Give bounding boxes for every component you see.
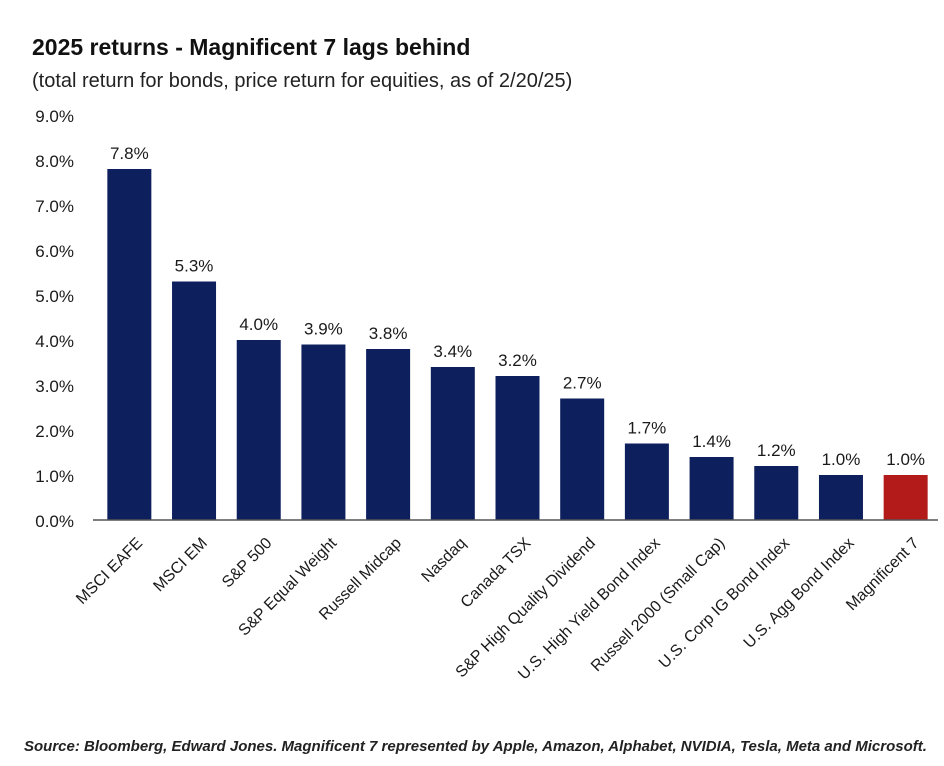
bar xyxy=(107,169,152,520)
bar xyxy=(495,376,540,520)
y-tick-label: 7.0% xyxy=(35,197,74,216)
data-label: 4.0% xyxy=(239,315,278,334)
x-category-label: MSCI EAFE xyxy=(73,535,146,608)
bar xyxy=(430,367,475,520)
y-tick-label: 4.0% xyxy=(35,332,74,351)
data-label: 1.0% xyxy=(886,450,925,469)
x-category-label: S&P High Quality Dividend xyxy=(453,535,599,681)
x-category-label: MSCI EM xyxy=(150,535,210,595)
data-label: 1.7% xyxy=(628,419,667,438)
x-category-label: S&P 500 xyxy=(219,535,276,592)
bar xyxy=(172,281,217,520)
y-tick-label: 6.0% xyxy=(35,242,74,261)
bar xyxy=(624,443,669,520)
y-tick-label: 0.0% xyxy=(35,512,74,531)
data-label: 1.0% xyxy=(822,450,861,469)
bar xyxy=(236,340,281,520)
data-label: 1.2% xyxy=(757,441,796,460)
bar xyxy=(560,398,605,520)
chart-title: 2025 returns - Magnificent 7 lags behind xyxy=(32,34,471,60)
x-category-label: Nasdaq xyxy=(419,535,470,586)
source-note: Source: Bloomberg, Edward Jones. Magnifi… xyxy=(24,738,927,755)
bar xyxy=(754,466,799,520)
data-label: 3.8% xyxy=(369,324,408,343)
y-tick-label: 1.0% xyxy=(35,467,74,486)
data-label: 1.4% xyxy=(692,432,731,451)
x-category-label: U.S. Corp IG Bond Index xyxy=(656,535,793,672)
x-category-label: U.S. Agg Bond Index xyxy=(741,535,858,652)
data-label: 3.9% xyxy=(304,320,343,339)
bar-highlight xyxy=(883,475,928,520)
y-tick-label: 9.0% xyxy=(35,107,74,126)
chart-subtitle: (total return for bonds, price return fo… xyxy=(32,70,573,92)
bar xyxy=(818,475,863,520)
bar-chart: 0.0% 1.0% 2.0% 3.0% 4.0% 5.0% 6.0% 7.0% 8.0% 9.0%… xyxy=(35,107,938,683)
data-label: 2.7% xyxy=(563,374,602,393)
data-label: 5.3% xyxy=(175,257,214,276)
data-label: 3.2% xyxy=(498,351,537,370)
bar xyxy=(689,457,734,520)
y-tick-label: 3.0% xyxy=(35,377,74,396)
y-tick-label: 8.0% xyxy=(35,152,74,171)
data-label: 3.4% xyxy=(433,342,472,361)
bar xyxy=(366,349,411,520)
y-tick-label: 2.0% xyxy=(35,422,74,441)
y-tick-label: 5.0% xyxy=(35,287,74,306)
x-category-label: Russell 2000 (Small Cap) xyxy=(588,535,728,675)
data-label: 7.8% xyxy=(110,144,149,163)
bar xyxy=(301,344,346,520)
